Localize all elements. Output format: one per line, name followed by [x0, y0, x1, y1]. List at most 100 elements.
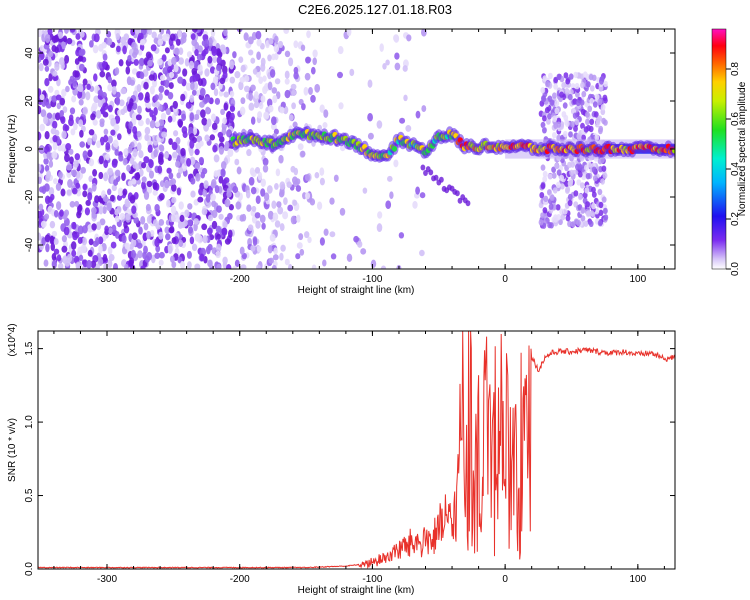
- heatmap-cell: [124, 263, 129, 269]
- heatmap-cell: [258, 101, 264, 110]
- heatmap-cell: [136, 142, 142, 152]
- heatmap-cell: [158, 85, 165, 93]
- heatmap-cell: [50, 193, 55, 201]
- heatmap-cell: [65, 85, 70, 93]
- heatmap-cell: [69, 107, 76, 115]
- heatmap-cell: [219, 77, 226, 85]
- heatmap-cell: [167, 58, 173, 67]
- heatmap-cell: [229, 60, 235, 70]
- x-tick-label: -300: [97, 574, 117, 585]
- y-tick-label: 0.0: [24, 562, 35, 576]
- heatmap-cell: [260, 178, 266, 188]
- heatmap-cell: [121, 234, 127, 244]
- heatmap-cell: [210, 193, 216, 202]
- heatmap-cell: [153, 106, 158, 116]
- heatmap-cell: [144, 133, 150, 141]
- heatmap-cell: [314, 83, 321, 93]
- heatmap-cell: [261, 222, 266, 230]
- heatmap-cell: [58, 171, 63, 179]
- heatmap-cell: [540, 121, 546, 129]
- spectrogram-y-axis: -40 -20 0 20 40: [24, 47, 675, 252]
- heatmap-cell: [248, 49, 254, 56]
- heatmap-cell: [300, 150, 306, 158]
- heatmap-cell: [41, 98, 47, 108]
- heatmap-cell: [48, 50, 54, 58]
- heatmap-cell: [90, 113, 96, 121]
- heatmap-cell: [95, 221, 102, 231]
- heatmap-cell: [565, 78, 571, 85]
- heatmap-cell: [85, 199, 91, 206]
- heatmap-cell: [222, 117, 227, 125]
- heatmap-cell: [547, 173, 553, 180]
- heatmap-cell: [38, 163, 42, 172]
- heatmap-cell: [129, 79, 135, 86]
- heatmap-cell: [421, 105, 427, 113]
- heatmap-cell: [78, 119, 84, 127]
- heatmap-cell: [600, 108, 606, 116]
- heatmap-cell: [377, 211, 383, 219]
- heatmap-cell: [582, 192, 588, 199]
- heatmap-cell: [279, 252, 284, 261]
- heatmap-cell: [207, 243, 213, 251]
- heatmap-cell: [245, 189, 251, 199]
- heatmap-cell: [227, 212, 233, 220]
- heatmap-cell: [200, 109, 206, 118]
- heatmap-cell: [329, 231, 336, 238]
- heatmap-cell: [291, 89, 297, 96]
- heatmap-cell: [330, 253, 337, 260]
- heatmap-cell: [165, 199, 171, 208]
- heatmap-cell: [246, 204, 252, 212]
- heatmap-cell: [211, 247, 218, 255]
- heatmap-cell: [131, 41, 137, 50]
- heatmap-cell: [162, 34, 167, 42]
- heatmap-cell: [77, 236, 83, 245]
- heatmap-cell: [189, 236, 195, 245]
- heatmap-cell: [165, 233, 171, 241]
- heatmap-cell: [558, 218, 563, 226]
- heatmap-cell: [428, 169, 434, 176]
- heatmap-cell: [154, 101, 160, 108]
- heatmap-cell: [85, 91, 91, 101]
- heatmap-cell: [54, 89, 60, 96]
- y-tick-label: 40: [24, 47, 35, 59]
- heatmap-cell: [44, 234, 51, 243]
- heatmap-cell: [55, 182, 62, 191]
- heatmap-cell: [61, 245, 68, 253]
- heatmap-cell: [116, 194, 123, 201]
- heatmap-cell: [256, 264, 261, 269]
- heatmap-cell: [182, 68, 188, 77]
- heatmap-cell: [64, 209, 70, 217]
- heatmap-cell: [157, 165, 163, 174]
- heatmap-cell: [275, 91, 281, 100]
- heatmap-cell: [66, 189, 72, 196]
- heatmap-cell: [187, 261, 192, 269]
- heatmap-cell: [103, 128, 109, 136]
- heatmap-cell: [152, 189, 158, 196]
- heatmap-cell: [260, 188, 266, 197]
- heatmap-cell: [585, 111, 590, 118]
- heatmap-cell: [131, 178, 137, 185]
- heatmap-cell: [567, 199, 573, 207]
- heatmap-cell: [189, 139, 195, 149]
- heatmap-cell: [274, 182, 279, 190]
- heatmap-cell: [193, 114, 200, 121]
- heatmap-cell: [399, 117, 406, 124]
- heatmap-cell: [239, 106, 246, 116]
- heatmap-cell: [64, 259, 71, 267]
- heatmap-cell: [52, 70, 58, 77]
- heatmap-cell: [171, 141, 178, 151]
- heatmap-cell: [59, 209, 64, 217]
- heatmap-cell: [433, 174, 439, 181]
- heatmap-cell: [270, 122, 277, 131]
- heatmap-cell: [277, 206, 284, 215]
- heatmap-cell: [57, 31, 63, 39]
- heatmap-cell: [221, 227, 228, 237]
- heatmap-cell: [207, 214, 214, 222]
- heatmap-cell: [227, 148, 234, 158]
- heatmap-cell: [573, 190, 579, 197]
- heatmap-cell: [78, 63, 85, 72]
- heatmap-cell: [274, 78, 281, 85]
- heatmap-cell: [48, 160, 54, 168]
- heatmap-cell: [191, 67, 198, 75]
- heatmap-cell: [207, 259, 213, 268]
